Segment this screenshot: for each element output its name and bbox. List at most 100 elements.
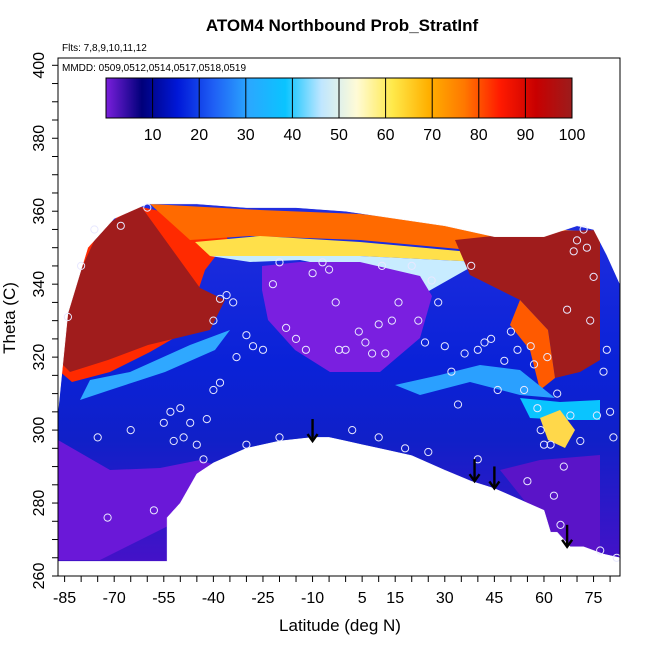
sample-point	[169, 436, 178, 446]
x-tick-label: -85	[53, 590, 76, 607]
x-tick-label: -10	[301, 590, 324, 607]
sample-point	[374, 320, 383, 329]
sample-point	[447, 367, 456, 376]
sample-point	[539, 440, 549, 449]
sample-point	[394, 298, 403, 307]
x-tick-label: -55	[152, 590, 175, 607]
x-axis-label: Latitude (deg N)	[279, 616, 401, 635]
sample-point	[325, 265, 334, 274]
field-region-purple-core	[262, 262, 432, 372]
y-tick-label: 360	[31, 198, 48, 225]
sample-point	[460, 349, 469, 358]
domain-outline	[57, 203, 621, 562]
sample-point	[599, 367, 608, 376]
colorbar: 10 20 30 40 50 60 70 80 90 100	[105, 77, 586, 144]
sample-point	[354, 327, 363, 336]
sample-point	[368, 349, 377, 358]
x-tick-label: -25	[251, 590, 274, 607]
field-region-darkred-sw	[58, 205, 225, 372]
sample-point	[493, 385, 502, 395]
sample-point	[592, 411, 602, 420]
field-band-cyan-west	[80, 330, 230, 400]
field-band-cyan-east	[395, 365, 555, 398]
colorbar-tick-label: 80	[470, 127, 488, 144]
sample-point	[301, 345, 310, 354]
x-tick-label: 75	[585, 590, 603, 607]
y-axis-label: Theta (C)	[0, 282, 19, 354]
sample-point	[242, 331, 251, 340]
sample-point	[192, 440, 201, 449]
sample-point	[341, 345, 350, 354]
chart-title: ATOM4 Northbound Prob_StratInf	[206, 16, 479, 35]
sample-point	[222, 291, 231, 300]
colorbar-tick-label: 60	[377, 127, 395, 144]
y-tick-label: 280	[31, 490, 48, 517]
sample-point	[582, 243, 592, 252]
subtitle-flights: Flts: 7,8,9,10,11,12	[62, 43, 147, 54]
plot-frame	[57, 57, 621, 577]
sample-point	[506, 327, 515, 336]
field-spot-yellow-east	[540, 410, 575, 448]
arrow-marker	[468, 459, 481, 484]
sample-point	[572, 236, 582, 245]
sample-point	[549, 491, 559, 500]
subtitle-dates: MMDD: 0509,0512,0514,0517,0518,0519	[62, 63, 246, 74]
sample-point	[374, 433, 383, 442]
arrow-marker	[561, 524, 574, 549]
sample-point	[480, 338, 489, 347]
sample-point	[258, 345, 268, 354]
sample-point	[596, 546, 605, 555]
x-axis: -85 -70 -55 -40 -25 -10 5 15 30 45 60 75	[53, 576, 611, 607]
sample-point	[179, 433, 188, 442]
sample-point	[424, 447, 433, 457]
contour-field	[58, 203, 620, 562]
sample-point	[116, 221, 125, 230]
sample-point	[248, 342, 258, 351]
sample-point	[381, 349, 390, 358]
field-region-purple-southeast	[500, 455, 600, 560]
sample-point	[401, 444, 410, 453]
sample-point	[487, 334, 496, 343]
sample-point	[77, 261, 86, 270]
x-tick-label: 5	[358, 590, 367, 607]
sample-point	[334, 345, 344, 354]
sample-point	[126, 426, 135, 435]
sample-point	[159, 418, 168, 427]
sample-point	[586, 316, 595, 325]
sample-point	[434, 298, 443, 307]
colorbar-tick-label: 50	[330, 127, 348, 144]
y-tick-label: 400	[31, 52, 48, 79]
sample-point	[387, 316, 396, 325]
sample-point	[215, 378, 225, 387]
sample-point	[93, 433, 102, 442]
sample-point	[420, 338, 430, 347]
sample-point	[427, 276, 436, 285]
sample-point	[543, 353, 552, 362]
sample-points	[63, 203, 621, 562]
sample-point	[602, 345, 611, 354]
sample-point	[529, 360, 539, 369]
y-tick-label: 300	[31, 417, 48, 444]
colorbar-tick-label: 90	[517, 127, 535, 144]
y-tick-label: 340	[31, 271, 48, 298]
sample-point	[202, 415, 211, 424]
colorbar-ticks: 10 20 30 40 50 60 70 80 90 100	[144, 78, 586, 144]
sample-point	[589, 272, 598, 281]
sample-point	[232, 353, 241, 362]
sample-point	[609, 433, 618, 442]
sample-point	[242, 440, 251, 449]
field-region-purple-south	[58, 440, 230, 560]
sample-point	[546, 440, 555, 449]
sample-point	[606, 407, 615, 416]
sample-point	[520, 385, 529, 395]
sample-point	[143, 203, 152, 212]
sample-point	[467, 261, 476, 270]
sample-point	[149, 506, 158, 515]
sample-point	[569, 247, 578, 256]
sample-point	[407, 261, 416, 270]
sample-point	[275, 433, 284, 442]
colorbar-tick-label: 100	[559, 127, 586, 144]
sample-point	[500, 356, 509, 365]
sample-point	[563, 305, 572, 314]
sample-point	[186, 418, 195, 427]
